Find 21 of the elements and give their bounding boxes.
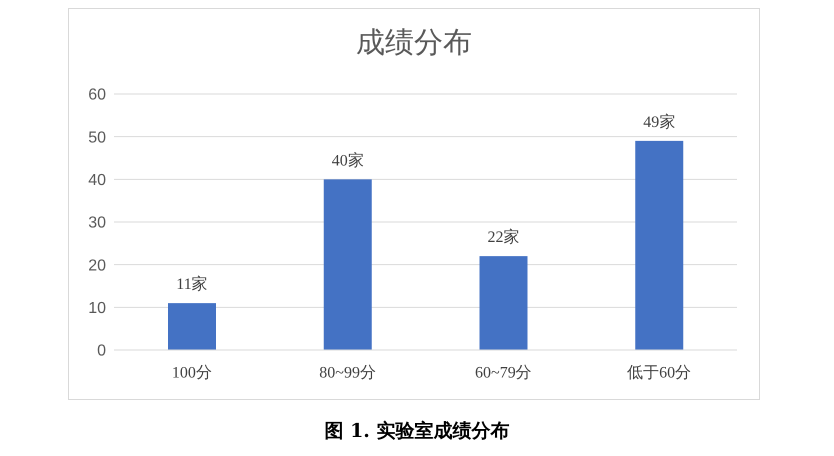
chart-title: 成绩分布 xyxy=(355,24,473,61)
y-tick-label: 20 xyxy=(88,257,106,274)
x-tick-label: 60~79分 xyxy=(475,364,532,382)
data-label: 49家 xyxy=(643,112,676,131)
data-label: 40家 xyxy=(332,151,364,170)
bar xyxy=(635,140,684,350)
y-tick-label: 30 xyxy=(88,214,106,232)
x-tick-label: 100分 xyxy=(172,364,212,382)
x-tick-label: 低于60分 xyxy=(627,364,692,382)
data-label: 11家 xyxy=(176,275,208,294)
data-label: 22家 xyxy=(488,228,520,246)
y-tick-label: 40 xyxy=(88,172,106,190)
y-tick-label: 10 xyxy=(88,300,106,318)
bar xyxy=(168,303,216,350)
bar xyxy=(480,256,528,350)
y-tick-label: 0 xyxy=(97,342,106,360)
x-tick-label: 80~99分 xyxy=(319,364,376,382)
y-tick-label: 60 xyxy=(88,86,106,104)
caption: 图 1. 实验室成绩分布 xyxy=(323,419,511,444)
bar xyxy=(324,179,372,350)
y-tick-label: 50 xyxy=(88,129,106,146)
